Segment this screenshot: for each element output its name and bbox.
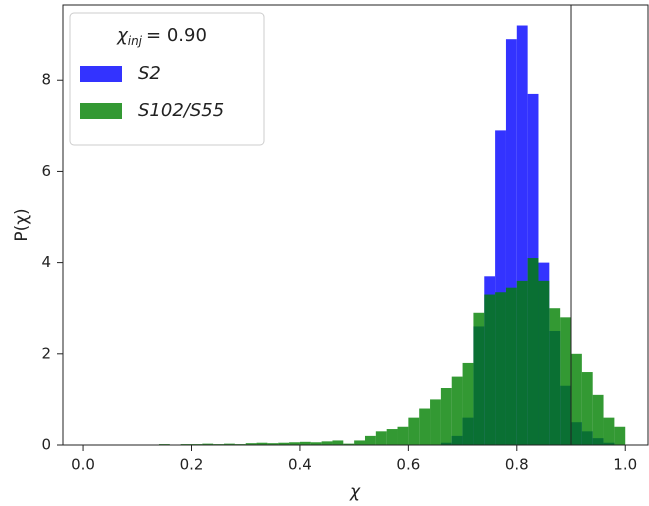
legend-label: S102/S55 bbox=[138, 100, 224, 121]
legend: χinj = 0.90 S2 S102/S55 bbox=[69, 12, 265, 146]
x-tick-label: 0.8 bbox=[505, 456, 529, 474]
histogram-bar bbox=[364, 435, 376, 445]
histogram-bar bbox=[495, 292, 506, 445]
histogram-bar bbox=[505, 39, 517, 445]
histogram-bar bbox=[505, 287, 517, 445]
histogram-bar bbox=[592, 394, 604, 445]
histogram-bar bbox=[310, 442, 322, 445]
histogram-bar bbox=[516, 25, 528, 446]
histogram-bar bbox=[462, 362, 474, 445]
histogram-bar bbox=[256, 442, 268, 445]
histogram-bar bbox=[571, 353, 582, 445]
histogram-bar bbox=[267, 443, 279, 445]
y-axis-label: P(χ) bbox=[12, 208, 32, 241]
legend-swatch bbox=[80, 103, 122, 119]
histogram-bar bbox=[289, 442, 300, 445]
histogram-bar bbox=[375, 431, 387, 445]
histogram-bar bbox=[430, 399, 441, 445]
y-tick-label: 8 bbox=[41, 71, 51, 89]
histogram-bar bbox=[440, 388, 452, 445]
y-tick-label: 6 bbox=[41, 162, 51, 180]
x-axis-label: χ bbox=[349, 482, 361, 502]
x-tick-label: 0.4 bbox=[288, 456, 312, 474]
histogram-bar bbox=[386, 429, 398, 445]
histogram-bar bbox=[332, 440, 344, 445]
histogram-bar bbox=[321, 441, 333, 445]
y-tick-label: 2 bbox=[41, 344, 51, 362]
histogram-bar bbox=[451, 376, 463, 445]
legend-label: S2 bbox=[138, 63, 161, 84]
histogram-bar bbox=[224, 443, 235, 445]
legend-swatch bbox=[80, 66, 122, 82]
histogram-bar bbox=[278, 442, 290, 445]
histogram-bar bbox=[538, 280, 550, 445]
x-tick-label: 0.0 bbox=[71, 456, 95, 474]
histogram-bar bbox=[603, 417, 615, 445]
x-tick-label: 0.6 bbox=[396, 456, 420, 474]
histogram-bar bbox=[397, 426, 409, 445]
legend-title-subscript: inj bbox=[128, 34, 143, 48]
histogram-bar bbox=[343, 443, 355, 445]
plot-area bbox=[137, 5, 626, 446]
histogram-bar bbox=[202, 443, 214, 445]
histogram-bar bbox=[473, 312, 485, 445]
histogram-bar bbox=[299, 441, 311, 445]
y-tick-label: 4 bbox=[41, 253, 51, 271]
y-tick-label: 0 bbox=[41, 436, 51, 454]
histogram-bar bbox=[419, 408, 431, 445]
histogram-bar bbox=[408, 417, 420, 445]
histogram-bar bbox=[614, 426, 626, 445]
legend-title-text: = 0.90 bbox=[146, 25, 207, 46]
histogram-bar bbox=[516, 280, 528, 445]
histogram-bar bbox=[484, 294, 496, 445]
histogram-bar bbox=[245, 443, 257, 445]
x-tick-label: 0.2 bbox=[180, 456, 204, 474]
histogram-bar bbox=[354, 440, 365, 445]
histogram-bar bbox=[560, 317, 572, 445]
legend-title-symbol: χ bbox=[116, 25, 129, 46]
histogram-bar bbox=[495, 130, 506, 445]
histogram-bar bbox=[549, 308, 561, 445]
histogram-bar bbox=[581, 372, 593, 445]
legend-title: χinj = 0.90 bbox=[116, 25, 207, 48]
histogram-bar bbox=[527, 258, 539, 445]
axes-frame bbox=[62, 4, 649, 446]
x-tick-label: 1.0 bbox=[613, 456, 637, 474]
